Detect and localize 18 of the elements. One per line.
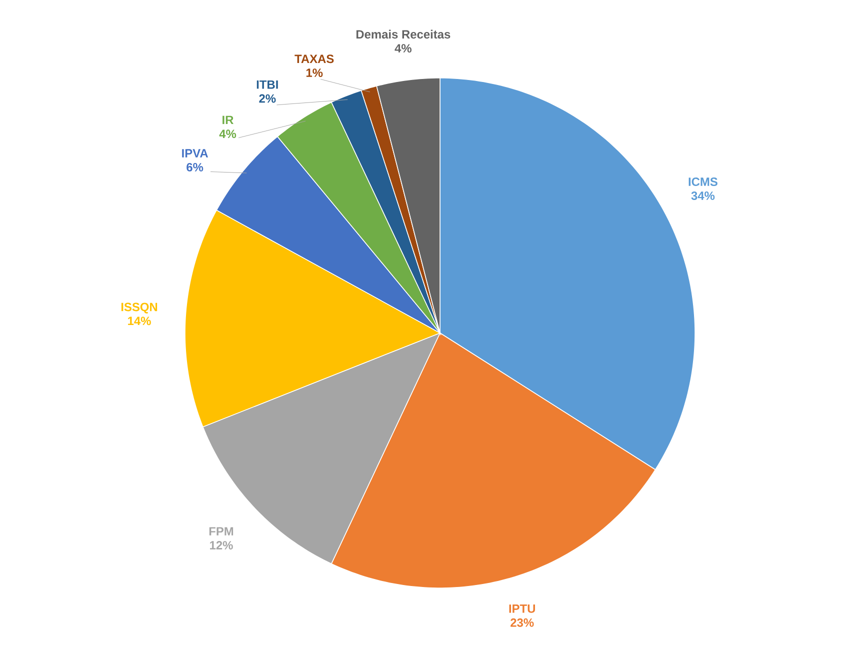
data-label: 4%: [219, 130, 236, 138]
slice-label: IPTU: [509, 604, 535, 613]
data-label: 2%: [259, 94, 276, 103]
slice-label: TAXAS: [294, 54, 334, 64]
slice-label: IPVA: [182, 149, 208, 158]
data-label: 12%: [210, 541, 233, 550]
data-label: 6%: [186, 162, 204, 172]
slice-label: ICMS: [688, 178, 718, 186]
data-label: 23%: [510, 618, 534, 627]
data-label: 4%: [394, 44, 412, 53]
slice-label: Demais Receitas: [356, 30, 450, 39]
slice-label: ISSQN: [121, 302, 158, 314]
data-label: 1%: [306, 68, 323, 77]
slice-label: IR: [222, 116, 234, 124]
slice-label: FPM: [209, 527, 234, 536]
data-label: 14%: [128, 316, 151, 326]
slice-label: ITBI: [256, 80, 278, 89]
data-label: 34%: [691, 191, 715, 200]
